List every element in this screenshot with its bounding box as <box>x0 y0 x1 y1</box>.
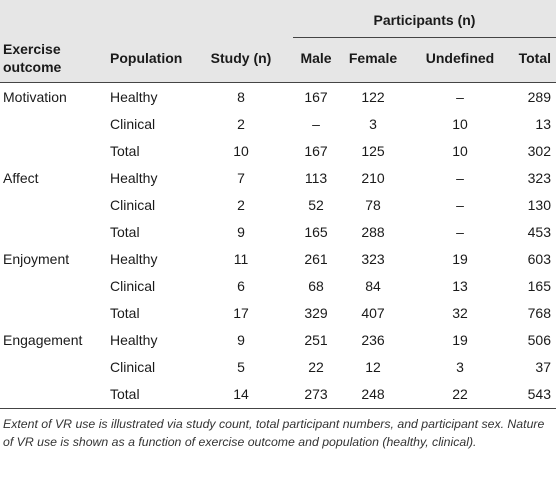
table-cell: 323 <box>527 170 551 186</box>
table-cell: 3 <box>456 359 464 375</box>
group-rule <box>293 37 556 38</box>
caption: Extent of VR use is illustrated via stud… <box>3 417 545 449</box>
table-cell: 113 <box>304 170 328 186</box>
outcome-cell: Engagement <box>3 332 83 348</box>
column-header: Male <box>300 50 332 66</box>
table-cell: 84 <box>365 278 381 294</box>
table-cell: 768 <box>527 305 551 321</box>
table-cell: 210 <box>361 170 385 186</box>
table-cell: 453 <box>527 224 551 240</box>
table-cell: 22 <box>308 359 324 375</box>
table-cell: 165 <box>527 278 551 294</box>
table-cell: 261 <box>304 251 328 267</box>
table-cell: 289 <box>527 89 551 105</box>
table-cell: 288 <box>361 224 385 240</box>
table-cell: 14 <box>233 386 249 402</box>
table-cell: 10 <box>452 143 468 159</box>
table-cell: 32 <box>452 305 468 321</box>
table-cell: 7 <box>237 170 245 186</box>
table-cell: Healthy <box>110 332 158 348</box>
table-cell: 52 <box>308 197 324 213</box>
table-cell: 78 <box>365 197 381 213</box>
outcome-cell: Affect <box>3 170 39 186</box>
table-cell: Clinical <box>110 116 156 132</box>
table-cell: Clinical <box>110 278 156 294</box>
table-cell: Total <box>110 224 140 240</box>
table-cell: – <box>456 197 464 213</box>
table-cell: 165 <box>304 224 328 240</box>
outcome-cell: Enjoyment <box>3 251 70 267</box>
table-cell: 22 <box>452 386 468 402</box>
table-cell: – <box>312 116 320 132</box>
column-header: Undefined <box>425 50 495 66</box>
table-cell: 13 <box>452 278 468 294</box>
table-cell: 37 <box>535 359 551 375</box>
table-cell: 9 <box>237 332 245 348</box>
outcome-cell: Motivation <box>3 89 67 105</box>
table-cell: 323 <box>361 251 385 267</box>
table-cell: 68 <box>308 278 324 294</box>
table-cell: 248 <box>361 386 385 402</box>
table-cell: 19 <box>452 251 468 267</box>
column-header: Female <box>348 50 398 66</box>
column-header: Population <box>110 50 183 66</box>
table-cell: 236 <box>361 332 385 348</box>
table-cell: Healthy <box>110 170 158 186</box>
table-cell: 543 <box>527 386 551 402</box>
table-cell: 8 <box>237 89 245 105</box>
table-cell: 12 <box>365 359 381 375</box>
table-cell: 9 <box>237 224 245 240</box>
column-header: Total <box>518 50 551 66</box>
table-cell: 125 <box>361 143 385 159</box>
table-cell: 13 <box>535 116 551 132</box>
table-cell: 3 <box>369 116 377 132</box>
table-cell: – <box>456 170 464 186</box>
table-cell: 10 <box>233 143 249 159</box>
table-cell: 251 <box>304 332 328 348</box>
table-cell: 329 <box>304 305 328 321</box>
table-cell: – <box>456 224 464 240</box>
table-cell: Clinical <box>110 359 156 375</box>
table-cell: 302 <box>527 143 551 159</box>
column-header: Exercise outcome <box>3 41 62 75</box>
table-cell: 407 <box>361 305 385 321</box>
table-cell: 6 <box>237 278 245 294</box>
column-header: Study (n) <box>210 50 272 66</box>
table-cell: – <box>456 89 464 105</box>
table-cell: 130 <box>527 197 551 213</box>
table-cell: Healthy <box>110 251 158 267</box>
group-header: Participants (n) <box>373 12 476 28</box>
header-background <box>0 0 556 82</box>
table-cell: 2 <box>237 116 245 132</box>
table-cell: 506 <box>527 332 551 348</box>
table-cell: 5 <box>237 359 245 375</box>
table-cell: 10 <box>452 116 468 132</box>
table-cell: Clinical <box>110 197 156 213</box>
table-cell: 17 <box>233 305 249 321</box>
table-cell: 2 <box>237 197 245 213</box>
table-cell: Total <box>110 386 140 402</box>
table-cell: 122 <box>361 89 385 105</box>
table-cell: Healthy <box>110 89 158 105</box>
table-cell: 167 <box>304 89 328 105</box>
table-cell: 19 <box>452 332 468 348</box>
header-rule <box>0 82 556 83</box>
table-cell: 167 <box>304 143 328 159</box>
table-cell: 273 <box>304 386 328 402</box>
bottom-rule <box>0 408 556 409</box>
table-cell: Total <box>110 143 140 159</box>
table-cell: 603 <box>527 251 551 267</box>
table-cell: Total <box>110 305 140 321</box>
table-cell: 11 <box>233 251 249 267</box>
